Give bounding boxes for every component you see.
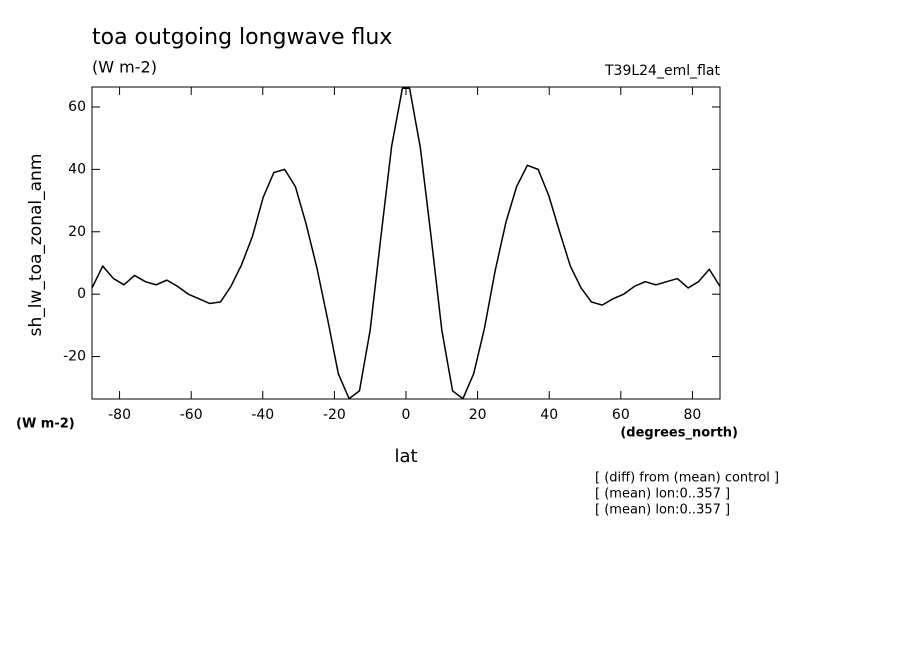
plot-frame [91, 86, 721, 400]
y-axis-label: sh_lw_toa_zonal_anm [26, 154, 46, 337]
y-tick-label: 40 [68, 161, 86, 177]
y-tick-label: -20 [63, 349, 86, 365]
note: [ (mean) lon:0..357 ] [595, 487, 730, 502]
x-tick-label: 80 [684, 407, 702, 423]
x-tick-label: 60 [612, 407, 630, 423]
x-tick-label: 0 [402, 407, 411, 423]
experiment-label: T39L24_eml_flat [604, 63, 721, 79]
x-tick-label: 40 [540, 407, 558, 423]
x-tick-label: -20 [323, 407, 346, 423]
x-tick-label: -40 [251, 407, 274, 423]
note: [ (mean) lon:0..357 ] [595, 503, 730, 518]
chart-title: toa outgoing longwave flux [92, 25, 392, 50]
data-line [92, 87, 720, 399]
x-tick-label: -80 [108, 407, 131, 423]
note: [ (diff) from (mean) control ] [595, 471, 779, 486]
x-units: (degrees_north) [620, 426, 738, 441]
x-tick-label: -60 [180, 407, 203, 423]
chart-subtitle: (W m-2) [92, 58, 157, 77]
y-tick-label: 0 [77, 286, 86, 302]
y-tick-label: 20 [68, 224, 86, 240]
y-units: (W m-2) [16, 417, 75, 432]
x-tick-label: 20 [469, 407, 487, 423]
y-tick-label: 60 [68, 99, 86, 115]
x-axis-label: lat [394, 446, 417, 467]
